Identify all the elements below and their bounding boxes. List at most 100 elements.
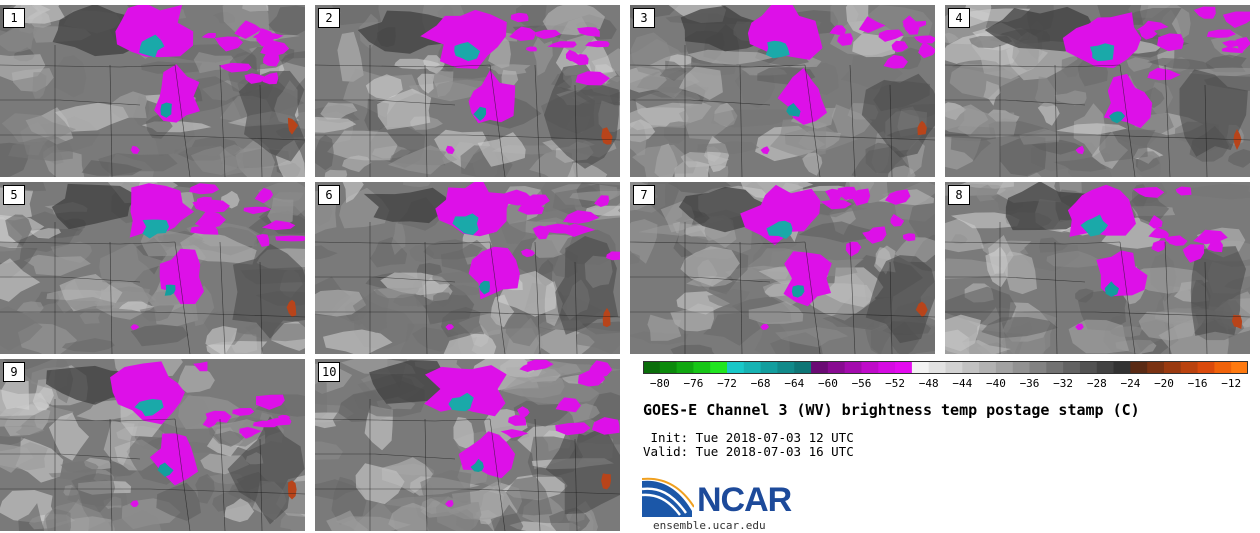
dry-region	[555, 236, 619, 335]
colorbar-swatch	[895, 361, 913, 374]
cold-cloud-region	[1148, 227, 1169, 239]
vapor-texture	[684, 225, 707, 237]
cold-cloud-region	[252, 420, 281, 428]
boundary-line	[889, 84, 893, 177]
boundary-line	[1204, 261, 1208, 354]
cold-cloud-region	[445, 500, 454, 507]
colorbar-swatch	[676, 361, 694, 374]
cold-cloud-region	[445, 324, 455, 331]
vapor-texture	[1136, 151, 1161, 177]
vapor-texture	[576, 327, 620, 354]
map-panel-1: 1	[0, 5, 305, 177]
logo-wordmark: NCAR	[697, 481, 792, 519]
vapor-texture	[1109, 326, 1144, 337]
ncar-logo-mark-icon	[642, 477, 694, 517]
warm-region	[1231, 314, 1243, 329]
vapor-texture	[678, 66, 723, 100]
boundary-line	[945, 99, 1086, 106]
boundary-line	[574, 261, 578, 354]
warm-region	[601, 473, 611, 490]
panel-number: 7	[633, 185, 655, 205]
vapor-texture	[908, 193, 935, 240]
colorbar	[643, 361, 1248, 374]
vapor-texture	[506, 476, 553, 516]
vapor-texture	[223, 498, 255, 523]
cold-cloud-region	[424, 365, 507, 417]
cold-cloud-region	[902, 20, 927, 29]
coldest-core	[134, 399, 164, 417]
colorbar-swatch	[861, 361, 879, 374]
cold-cloud-region	[275, 235, 305, 242]
vapor-texture	[156, 482, 201, 521]
colorbar-swatch	[1147, 361, 1165, 374]
cold-cloud-region	[564, 223, 596, 237]
vapor-texture	[315, 441, 343, 460]
cold-cloud-region	[194, 210, 226, 229]
cold-cloud-region	[547, 41, 577, 48]
vapor-texture	[180, 230, 257, 265]
vapor-texture	[281, 51, 305, 68]
cold-cloud-region	[519, 362, 542, 372]
coldest-core	[1089, 43, 1115, 62]
vapor-texture	[487, 64, 531, 75]
cold-cloud-region	[555, 422, 591, 436]
vapor-texture	[60, 460, 99, 473]
dry-region	[544, 63, 619, 169]
boundary-line	[149, 134, 305, 141]
boundary-line	[315, 99, 456, 106]
colorbar-swatch	[1046, 361, 1064, 374]
colorbar-swatch	[811, 361, 829, 374]
colorbar-swatch	[1012, 361, 1031, 374]
cold-cloud-region	[878, 29, 904, 42]
cold-cloud-region	[562, 210, 600, 224]
warm-region	[601, 127, 613, 145]
vapor-texture	[1061, 54, 1085, 78]
vapor-texture	[433, 292, 452, 307]
cold-cloud-region	[1166, 236, 1188, 246]
boundary-line	[0, 453, 141, 460]
cold-cloud-region	[1062, 12, 1142, 69]
vapor-texture	[1099, 125, 1156, 162]
boundary-line	[464, 488, 620, 495]
vapor-texture	[315, 134, 334, 171]
vapor-texture	[420, 470, 472, 509]
cold-cloud-region	[197, 196, 212, 206]
dry-region	[861, 73, 935, 158]
vapor-texture	[453, 417, 474, 449]
map-panel-10: 10	[315, 359, 620, 531]
vapor-texture	[23, 254, 91, 276]
boundary-line	[630, 64, 806, 68]
colorbar-swatch	[979, 361, 997, 374]
colorbar-tick: −32	[1053, 377, 1074, 390]
colorbar-swatch	[743, 361, 762, 374]
vapor-texture	[697, 141, 760, 155]
vapor-texture	[647, 314, 682, 341]
dry-region	[357, 10, 455, 54]
vapor-texture	[423, 55, 445, 74]
coldest-core	[765, 40, 790, 59]
cold-cloud-region	[130, 145, 140, 154]
cold-cloud-region	[760, 323, 769, 331]
cold-cloud-region	[837, 186, 857, 200]
cold-cloud-region	[521, 248, 535, 258]
cold-cloud-region	[252, 33, 284, 40]
boundary-line	[464, 311, 620, 318]
vapor-texture	[15, 425, 45, 436]
colorbar-swatch	[1029, 361, 1047, 374]
vapor-texture	[54, 102, 129, 132]
boundary-line	[1164, 64, 1171, 177]
cold-cloud-region	[555, 397, 581, 413]
boundary-line	[219, 64, 226, 177]
panel-number: 10	[318, 362, 341, 382]
boundary-line	[109, 418, 113, 531]
vapor-texture	[1053, 157, 1107, 172]
map-panel-9: 9	[0, 359, 305, 531]
dry-region	[51, 183, 137, 230]
colorbar-swatch	[844, 361, 862, 374]
colorbar-swatch	[878, 361, 896, 374]
cold-cloud-region	[234, 20, 262, 39]
vapor-texture	[1126, 57, 1153, 72]
vapor-texture	[678, 101, 735, 140]
boundary-line	[0, 64, 176, 68]
boundary-line	[804, 64, 821, 177]
